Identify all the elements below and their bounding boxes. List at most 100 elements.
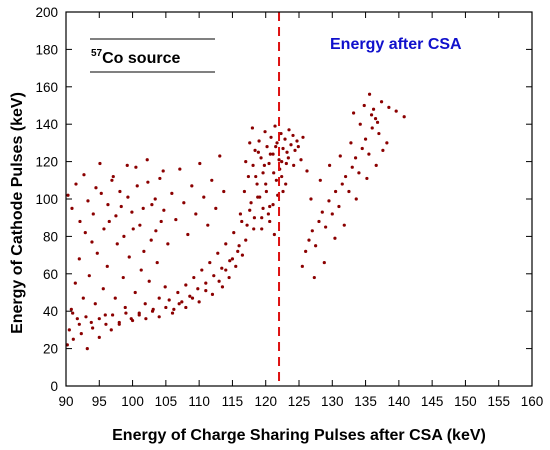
data-point (184, 305, 188, 310)
data-point (161, 169, 165, 173)
data-point (93, 302, 97, 306)
data-point (222, 189, 226, 194)
data-point (285, 150, 289, 154)
data-point (204, 281, 208, 285)
y-tick-label: 80 (43, 229, 58, 244)
data-point (107, 219, 111, 224)
data-point (97, 335, 101, 339)
y-tick-label: 200 (35, 5, 58, 20)
x-tick-label: 135 (354, 394, 377, 409)
data-point (150, 309, 155, 313)
x-tick-label: 150 (454, 394, 477, 409)
data-point (131, 227, 135, 231)
data-point (402, 115, 406, 119)
data-point (142, 249, 146, 253)
data-point (252, 216, 256, 220)
data-point (240, 253, 245, 257)
data-point (260, 227, 264, 231)
data-point (145, 158, 149, 162)
data-point (273, 124, 277, 128)
data-point (167, 298, 171, 302)
data-point (66, 193, 70, 197)
data-point (242, 189, 247, 194)
data-point (164, 305, 168, 310)
data-point (347, 189, 351, 194)
data-point (269, 135, 273, 139)
data-point (274, 145, 278, 149)
data-point (317, 219, 321, 224)
data-point (212, 274, 216, 278)
data-point (170, 311, 175, 315)
data-point (166, 242, 170, 246)
data-point (248, 208, 252, 212)
data-point (283, 137, 287, 141)
data-point (146, 180, 150, 184)
data-point (371, 107, 376, 111)
data-point (114, 214, 118, 218)
x-tick-label: 155 (487, 394, 510, 409)
data-point (149, 238, 153, 242)
data-point (200, 268, 204, 272)
data-point (328, 163, 332, 167)
data-point (349, 141, 353, 145)
data-point (155, 260, 159, 265)
data-point (79, 332, 83, 336)
data-point (259, 156, 263, 160)
data-point (177, 302, 181, 306)
data-point (75, 317, 79, 321)
data-point (281, 189, 285, 194)
x-tick-label: 95 (92, 394, 107, 409)
data-point (268, 152, 272, 156)
data-point (190, 296, 195, 300)
data-point (265, 145, 269, 149)
data-point (154, 229, 158, 233)
y-tick-label: 180 (35, 42, 58, 57)
data-point (337, 204, 341, 209)
data-point (305, 169, 309, 173)
data-point (188, 294, 192, 298)
data-point (98, 161, 102, 166)
data-point (157, 296, 161, 300)
data-point (124, 311, 128, 315)
data-point (143, 302, 147, 306)
data-point (381, 148, 385, 152)
data-point (255, 182, 259, 186)
data-point (293, 148, 297, 152)
data-point (309, 197, 313, 201)
data-point (353, 156, 358, 160)
data-point (327, 199, 331, 203)
data-point (272, 232, 276, 237)
data-point (279, 131, 283, 136)
x-ticks: 90 95 100 105 110 115 120 125 130 135 140 145 150 155… (58, 12, 543, 409)
data-point (104, 322, 108, 326)
data-point (375, 120, 380, 124)
data-point (257, 139, 261, 143)
data-point (340, 182, 344, 186)
x-tick-label: 125 (288, 394, 311, 409)
data-point (240, 219, 244, 224)
data-point (271, 152, 275, 156)
data-point (254, 174, 258, 179)
data-point (304, 249, 308, 253)
data-point (186, 232, 190, 237)
data-point (172, 307, 176, 311)
data-point (253, 148, 257, 152)
data-point (310, 229, 314, 233)
data-point (281, 146, 285, 151)
data-point (238, 212, 243, 216)
data-point (216, 251, 220, 255)
data-point (286, 156, 290, 160)
data-point (134, 165, 138, 169)
data-point (84, 315, 88, 319)
data-point (228, 259, 232, 263)
data-point (249, 201, 253, 205)
data-point (69, 307, 73, 311)
data-point (67, 328, 71, 332)
data-point (125, 163, 129, 167)
data-point (105, 264, 109, 268)
x-tick-label: 160 (521, 394, 544, 409)
data-point (365, 176, 369, 181)
x-tick-label: 115 (222, 394, 244, 409)
data-point (377, 131, 381, 136)
